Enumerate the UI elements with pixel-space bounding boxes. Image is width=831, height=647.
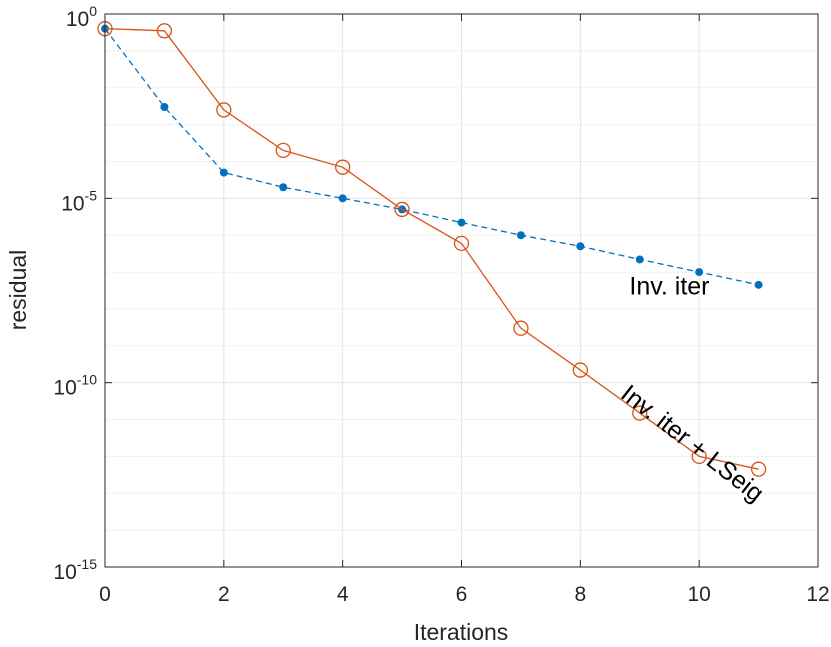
x-tick-label: 0: [99, 583, 111, 606]
x-tick-label: 2: [218, 583, 230, 606]
grid: [105, 14, 818, 567]
data-point: [695, 268, 704, 277]
y-tick-label: 10-10: [53, 372, 97, 400]
data-point: [754, 280, 763, 289]
y-tick-label: 10-5: [61, 187, 97, 215]
y-axis-label: residual: [5, 250, 31, 331]
data-point: [691, 448, 707, 465]
data-point: [160, 103, 169, 112]
data-point: [513, 320, 529, 336]
data-point: [279, 183, 288, 192]
x-tick-label: 8: [574, 583, 586, 606]
data-point: [335, 159, 351, 175]
x-axis-label: Iterations: [414, 619, 509, 645]
data-point: [394, 201, 410, 218]
data-point: [156, 23, 173, 39]
ticks: 0 2 4 6 8 10 12 10-15 10-10 10-5 100: [53, 3, 829, 606]
x-tick-label: 10: [687, 583, 710, 606]
series-1: [101, 24, 763, 289]
data-point: [216, 102, 232, 118]
data-point: [632, 405, 648, 421]
annotation-label: Inv. iter + LSeig: [616, 379, 769, 507]
data-point: [576, 242, 585, 251]
data-point: [219, 168, 228, 177]
series-line: [104, 28, 759, 286]
data-point: [275, 142, 291, 159]
x-tick-label: 12: [806, 583, 829, 606]
series-line: [104, 28, 759, 470]
labels: Iterations residual: [5, 250, 508, 645]
data-point: [750, 461, 767, 477]
series-layer: [97, 21, 767, 477]
x-tick-label: 6: [456, 583, 468, 606]
y-tick-label: 10-15: [53, 556, 97, 584]
data-point: [453, 235, 470, 252]
annotations: Inv. iter Inv. iter + LSeig: [616, 272, 769, 507]
data-point: [516, 231, 525, 240]
x-tick-label: 4: [337, 583, 349, 606]
data-point: [572, 362, 588, 378]
y-tick-label: 100: [66, 3, 97, 31]
annotation-label: Inv. iter: [629, 272, 709, 300]
data-point: [338, 194, 347, 203]
data-point: [635, 255, 644, 264]
data-point: [457, 218, 466, 227]
